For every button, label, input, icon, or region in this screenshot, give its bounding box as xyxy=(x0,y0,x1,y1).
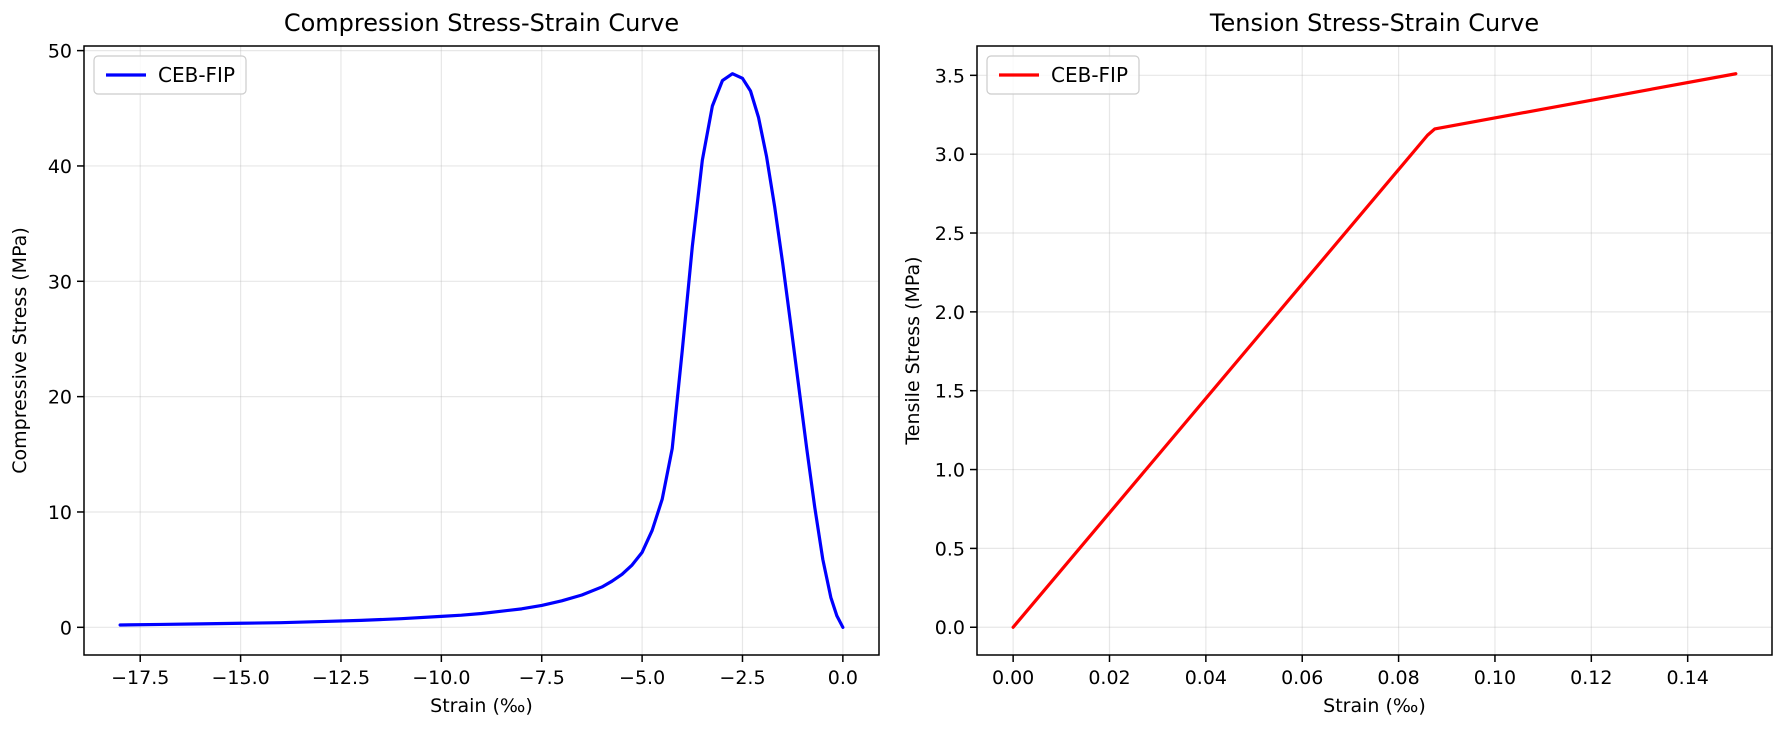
tension-x-axis-label: Strain (‰) xyxy=(1323,695,1426,717)
tension-y-tick-label: 1.5 xyxy=(935,381,965,403)
tension-x-tick-label: 0.02 xyxy=(1088,667,1130,689)
compression-x-tick-label: −7.5 xyxy=(519,667,565,689)
compression-y-axis-label: Compressive Stress (MPa) xyxy=(9,227,31,474)
compression-y-tick-label: 10 xyxy=(48,502,72,524)
compression-x-tick-label: −10.0 xyxy=(412,667,470,689)
compression-y-tick-label: 20 xyxy=(48,387,72,409)
compression-x-tick-label: −15.0 xyxy=(211,667,269,689)
tension-y-tick-label: 0.5 xyxy=(935,538,965,560)
compression-y-tick-label: 0 xyxy=(60,617,72,639)
tension-y-ticks: 0.0 0.5 1.0 1.5 2.0 2.5 3.0 3.5 xyxy=(935,65,977,639)
tension-y-tick-label: 3.0 xyxy=(935,144,965,166)
tension-x-ticks: 0.00 0.02 0.04 0.06 0.08 0.10 0.12 0.14 xyxy=(992,655,1709,689)
tension-y-tick-label: 2.0 xyxy=(935,302,965,324)
compression-legend-box xyxy=(93,55,247,95)
compression-y-tick-label: 30 xyxy=(48,271,72,293)
tension-y-axis-label: Tensile Stress (MPa) xyxy=(902,256,924,445)
tension-x-tick-label: 0.10 xyxy=(1474,667,1516,689)
tension-series xyxy=(1011,72,1738,629)
tension-y-tick-label: 2.5 xyxy=(935,223,965,245)
tension-x-tick-label: 0.04 xyxy=(1185,667,1227,689)
tension-y-tick-label: 0.0 xyxy=(935,617,965,639)
compression-chart: −17.5 −15.0 −12.5 −10.0 −7.5 −5.0 −2.5 0.0 0 10 2… xyxy=(9,9,880,717)
compression-chart-title: Compression Stress-Strain Curve xyxy=(284,9,679,37)
tension-grid xyxy=(977,46,1772,655)
compression-series-line xyxy=(118,72,845,629)
compression-legend: CEB-FIP xyxy=(93,55,247,95)
compression-series xyxy=(118,72,845,629)
tension-series-line xyxy=(1011,72,1738,629)
compression-x-tick-label: 0.0 xyxy=(828,667,858,689)
compression-x-tick-label: −17.5 xyxy=(111,667,169,689)
compression-grid xyxy=(84,46,879,655)
tension-x-tick-label: 0.14 xyxy=(1667,667,1709,689)
tension-x-tick-label: 0.06 xyxy=(1281,667,1323,689)
tension-legend: CEB-FIP xyxy=(986,55,1140,95)
compression-x-axis-label: Strain (‰) xyxy=(430,695,533,717)
tension-chart-title: Tension Stress-Strain Curve xyxy=(1209,9,1539,37)
compression-x-tick-label: −2.5 xyxy=(719,667,765,689)
compression-x-tick-label: −5.0 xyxy=(619,667,665,689)
tension-chart: 0.00 0.02 0.04 0.06 0.08 0.10 0.12 0.14 0.0 0.5 1… xyxy=(902,9,1773,717)
tension-x-tick-label: 0.00 xyxy=(992,667,1034,689)
compression-x-ticks: −17.5 −15.0 −12.5 −10.0 −7.5 −5.0 −2.5 0.0 xyxy=(111,655,858,689)
tension-y-tick-label: 1.0 xyxy=(935,460,965,482)
tension-legend-label: CEB-FIP xyxy=(1051,63,1128,87)
compression-plot-frame xyxy=(83,45,880,656)
tension-plot-frame xyxy=(976,45,1773,656)
tension-legend-box xyxy=(986,55,1140,95)
tension-x-tick-label: 0.12 xyxy=(1570,667,1612,689)
tension-y-tick-label: 3.5 xyxy=(935,65,965,87)
compression-y-ticks: 0 10 20 30 40 50 xyxy=(48,41,84,639)
compression-y-tick-label: 50 xyxy=(48,41,72,63)
compression-y-tick-label: 40 xyxy=(48,156,72,178)
compression-legend-label: CEB-FIP xyxy=(158,63,235,87)
tension-x-tick-label: 0.08 xyxy=(1377,667,1419,689)
compression-x-tick-label: −12.5 xyxy=(312,667,370,689)
